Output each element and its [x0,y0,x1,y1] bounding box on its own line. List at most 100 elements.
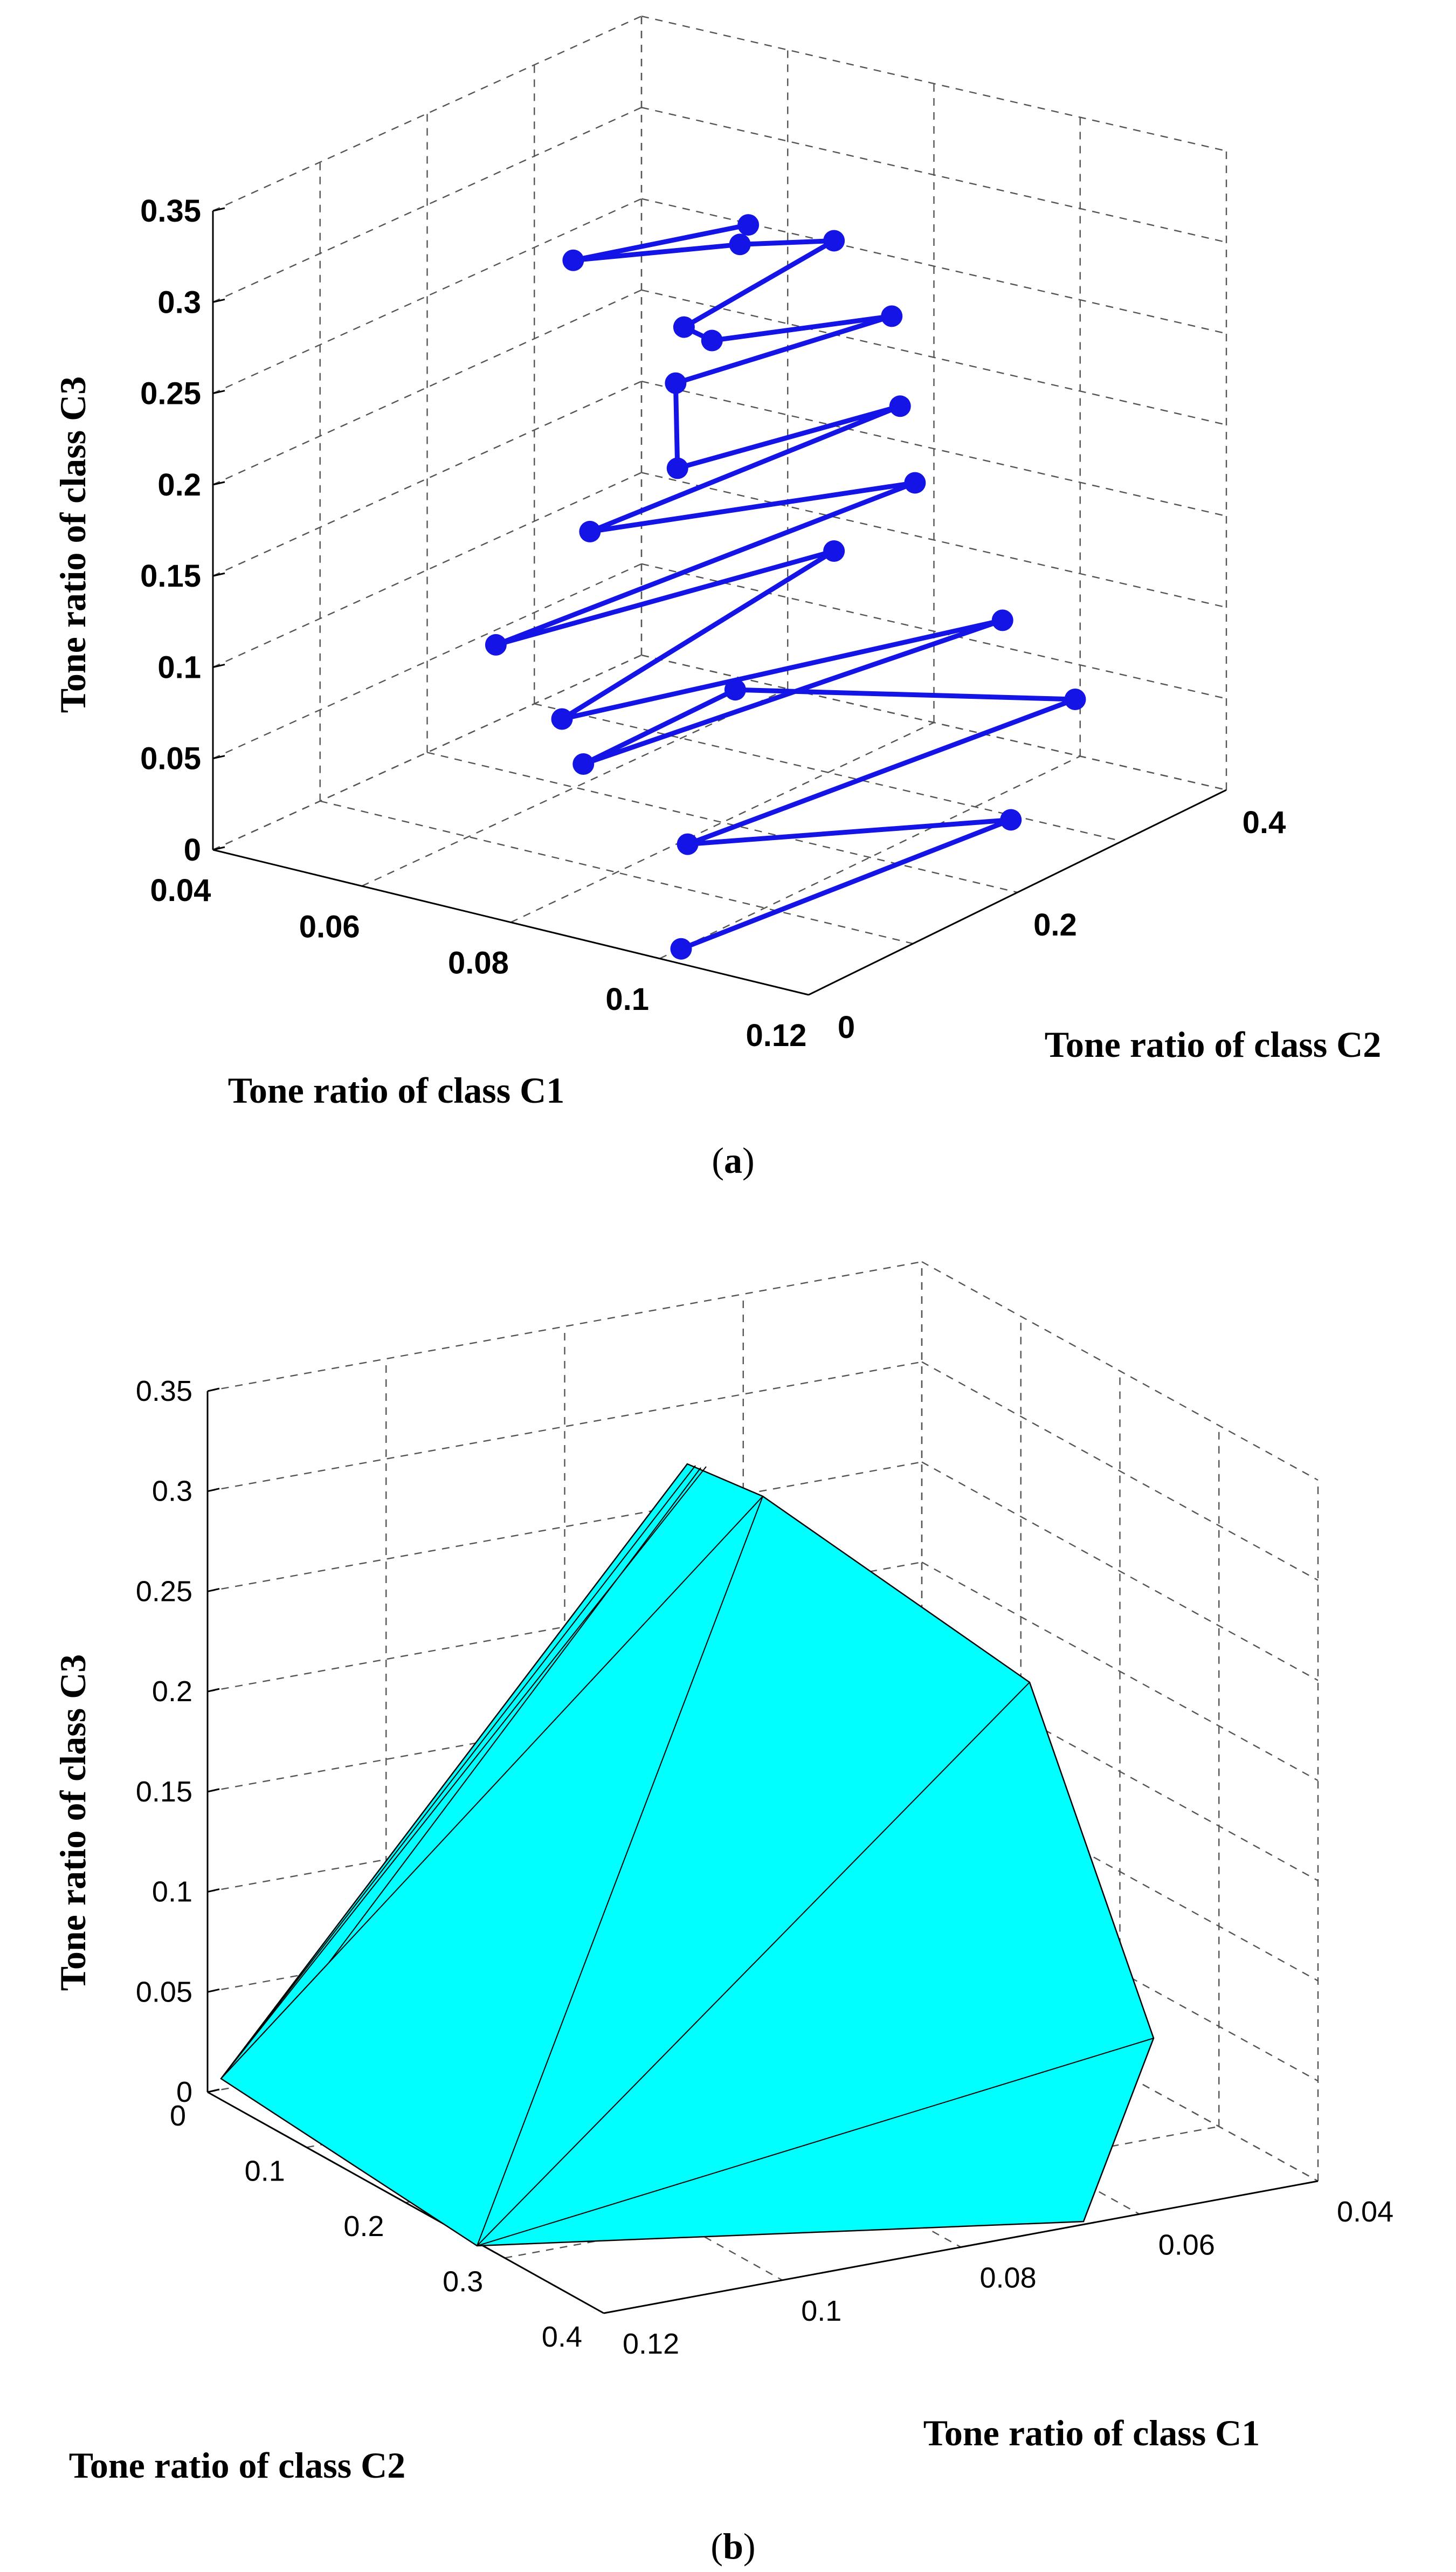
x-tick-label: 0.06 [299,909,360,944]
y-tick-label: 0.2 [343,2210,384,2243]
y-tick-label: 0 [838,1010,855,1045]
z-tick-mark [212,663,225,668]
panel-a-ylabel: Tone ratio of class C2 [1045,1024,1382,1065]
z-tick-mark [207,1488,220,1493]
z-tick-label: 0 [176,2076,192,2108]
z-tick-mark [207,1988,220,1993]
x-tick-label: 0.08 [980,2262,1037,2294]
panel-a-axes [212,207,1227,996]
data-point [666,457,688,479]
x-tick-label: 0.04 [1337,2196,1393,2228]
z-tick-mark [207,1587,220,1592]
y-tick-label: 0.2 [1033,907,1077,943]
z-tick-mark [207,1387,220,1392]
z-tick-mark [207,1888,220,1893]
data-point [729,233,751,256]
panel-b-chart: 0 0.05 0.1 0.15 0.2 0.25 0.3 0.35 0 0.1 0.2 0.3 0.4 0… [52,1261,1393,2567]
y-tick-label: 0.4 [1243,805,1286,840]
y-tick-label: 0.3 [443,2266,483,2298]
x-axis-line [212,849,809,996]
grid-line [534,703,1122,842]
z-tick-mark [207,1688,220,1693]
z-tick-label: 0.05 [140,741,201,776]
x-tick-label: 0.12 [623,2328,679,2360]
panel-a-xlabel: Tone ratio of class C1 [228,1070,565,1111]
panel-b-surface [220,1463,1155,2247]
data-point [823,230,845,252]
data-point [701,329,723,352]
grid-line [641,380,1227,517]
panel-b-tick-labels: 0 0.05 0.1 0.15 0.2 0.25 0.3 0.35 0 0.1 0.2 0.3 0.4 0… [136,1375,1393,2360]
panel-b-caption-letter: b [723,2526,743,2567]
x-tick-label: 0.04 [150,873,211,908]
panel-b-zlabel: Tone ratio of class C3 [52,1654,93,1991]
z-tick-label: 0.35 [136,1375,192,1407]
data-point [579,520,601,542]
grid-line [641,563,1227,699]
z-tick-label: 0.05 [136,1976,192,2008]
grid-line [320,800,914,945]
z-tick-mark [207,2088,220,2093]
grid-line [921,1261,1319,1481]
x-tick-label: 0.06 [1158,2229,1215,2261]
panel-a-zlabel: Tone ratio of class C3 [52,376,93,713]
y-tick-label: 0 [170,2100,186,2132]
z-tick-mark [212,572,225,577]
z-tick-mark [212,755,225,760]
z-tick-label: 0.3 [152,1475,192,1508]
data-point [823,540,845,562]
x-tick-label: 0.08 [448,946,509,981]
data-point [889,395,911,417]
panel-a-tick-labels: 0 0.05 0.1 0.15 0.2 0.25 0.3 0.35 0.04 0.06 0.08 0.… [140,194,1286,1053]
z-tick-label: 0.2 [152,1675,192,1708]
x-tick-label: 0.12 [746,1018,807,1053]
data-point [737,214,760,236]
hull-face-outline [220,1463,1155,2247]
panel-a-grid [212,15,1227,996]
panel-a-caption-letter: a [724,1140,742,1181]
panel-b-xlabel: Tone ratio of class C1 [923,2412,1260,2453]
y-axis-line [207,2091,604,2314]
grid-line [212,15,642,212]
z-tick-mark [212,846,225,851]
z-tick-label: 0.25 [136,1575,192,1607]
grid-line [207,1261,922,1392]
data-point [551,708,573,730]
data-point [572,753,595,775]
z-tick-label: 0.25 [140,376,201,411]
z-tick-mark [212,298,225,303]
data-point [562,249,584,271]
grid-line [921,1562,1319,1782]
y-tick-label: 0.1 [245,2155,285,2188]
grid-line [427,752,1018,893]
grid-line [641,107,1227,243]
grid-line [921,1361,1319,1581]
z-tick-label: 0.35 [140,194,201,229]
series-line [493,222,1078,951]
z-tick-label: 0.1 [152,1876,192,1908]
z-tick-mark [212,390,225,395]
data-point [881,305,903,327]
x-tick-label: 0.1 [605,982,649,1017]
panel-b-ylabel: Tone ratio of class C2 [69,2445,406,2486]
z-tick-label: 0.2 [157,467,201,503]
panel-a-series [485,214,1086,960]
z-tick-label: 0.3 [157,285,201,320]
grid-line [207,1361,922,1492]
grid-line [641,289,1227,426]
z-tick-label: 0.1 [157,650,201,685]
y-axis-line [808,789,1227,996]
data-point [670,938,692,960]
grid-line [207,1461,922,1592]
panel-a-chart: 0 0.05 0.1 0.15 0.2 0.25 0.3 0.35 0.04 0.06 0.08 0.… [52,15,1382,1181]
grid-line [641,15,1227,152]
data-point [665,372,687,394]
x-tick-label: 0.1 [801,2295,841,2327]
y-tick-label: 0.4 [542,2321,582,2353]
data-point [991,609,1013,631]
hull-edge [220,1465,696,2079]
z-tick-mark [212,481,225,486]
data-point [485,634,507,656]
data-point [677,833,699,855]
panel-b-axes [206,1387,1319,2314]
